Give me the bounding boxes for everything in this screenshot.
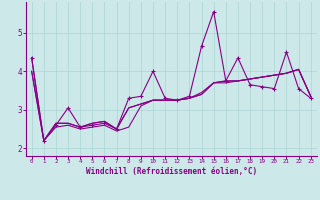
X-axis label: Windchill (Refroidissement éolien,°C): Windchill (Refroidissement éolien,°C) — [86, 167, 257, 176]
